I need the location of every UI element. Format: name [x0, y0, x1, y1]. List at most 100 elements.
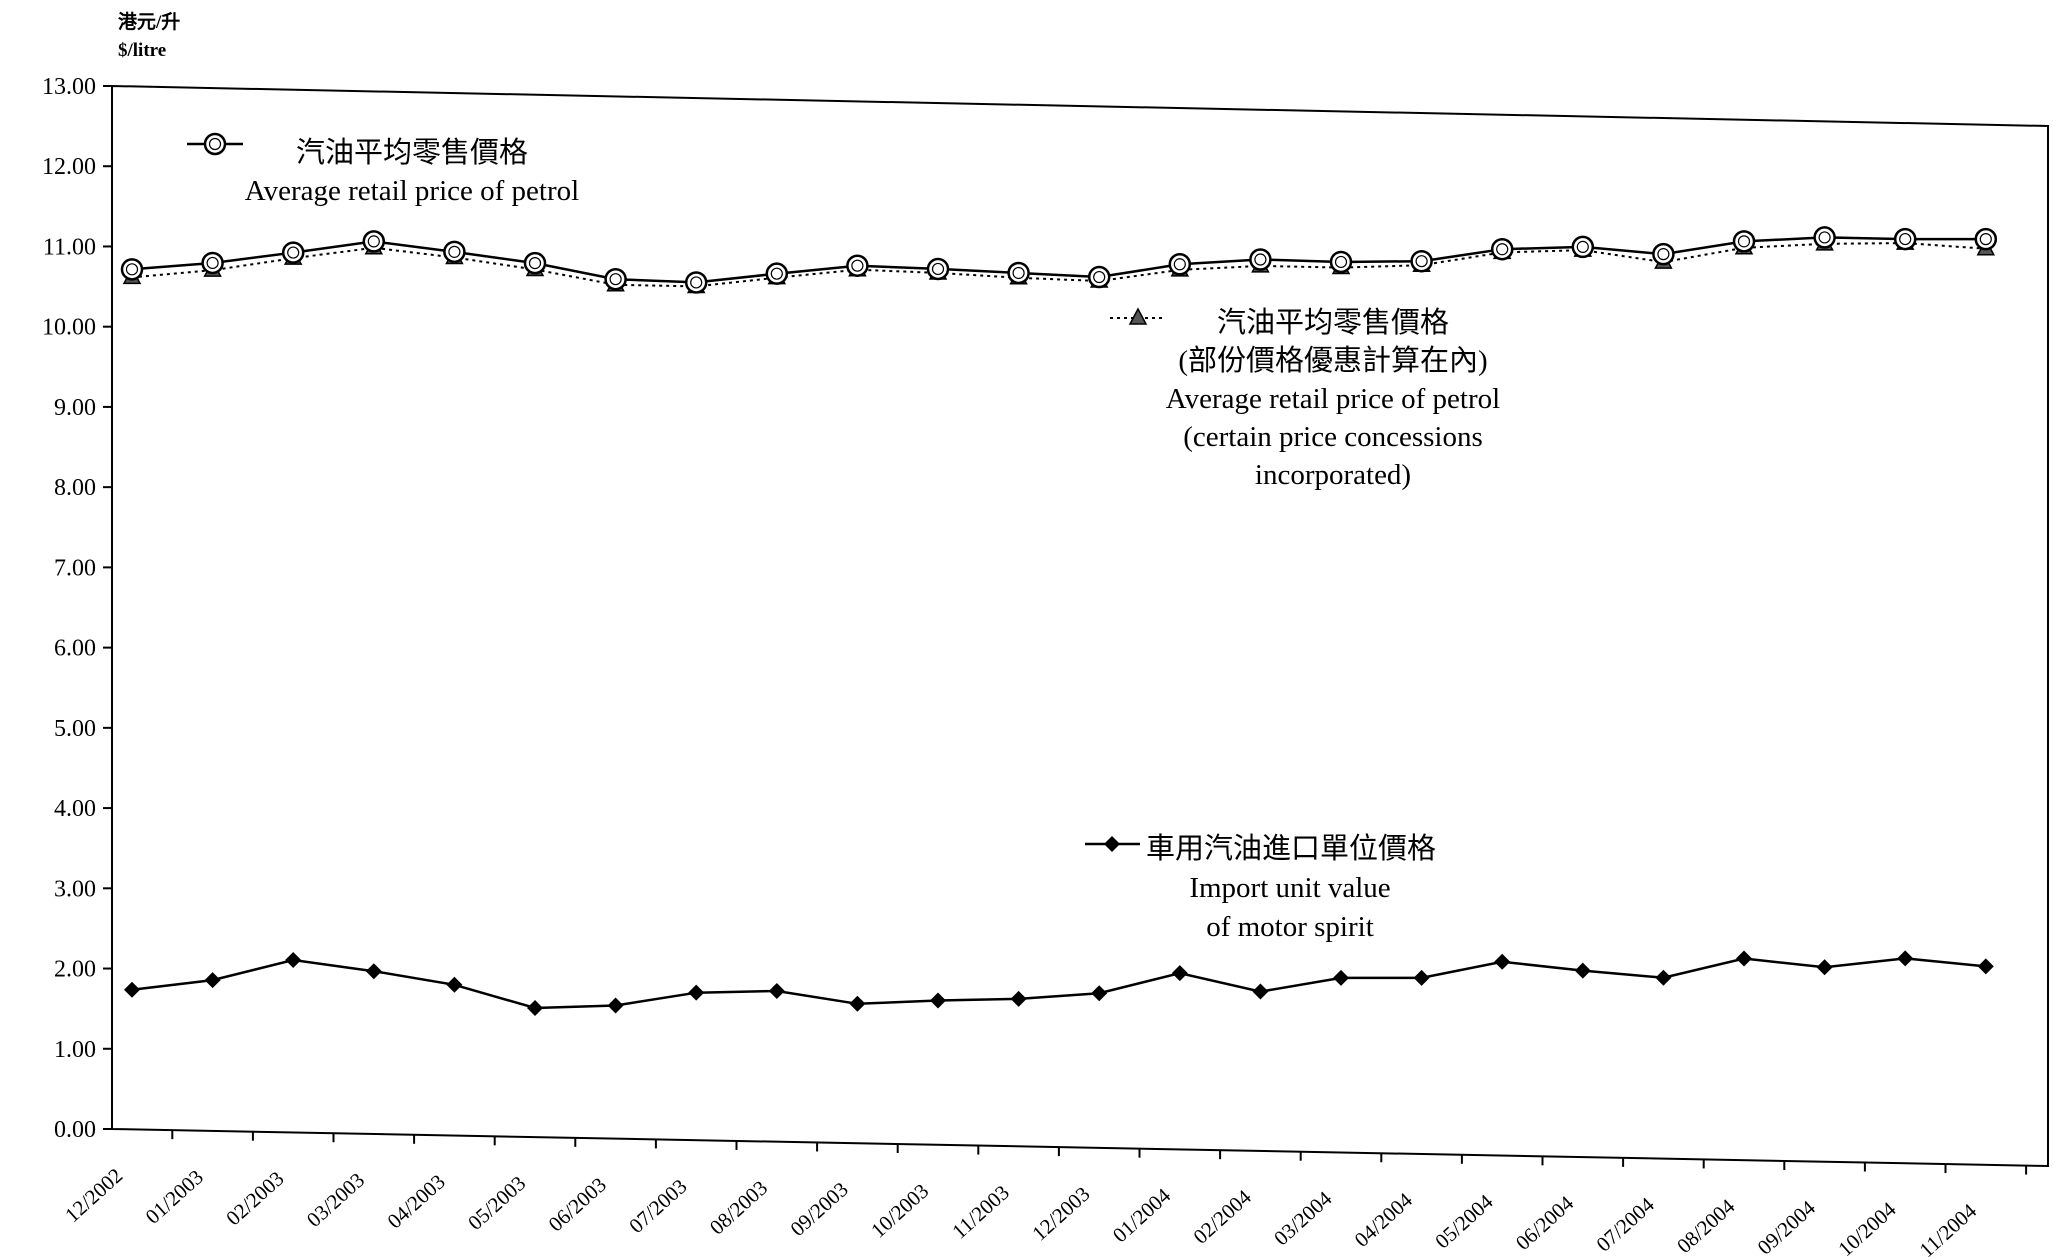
series-retail-point-inner	[690, 276, 703, 289]
series-import-point	[1897, 950, 1914, 967]
y-tick-label: 6.00	[54, 636, 96, 662]
series-retail-point	[1490, 237, 1514, 261]
y-tick-label: 0.00	[54, 1117, 96, 1143]
series-retail	[120, 226, 1998, 294]
series-retail-point-inner	[1415, 255, 1428, 268]
x-tick-label: 10/2004	[1833, 1197, 1901, 1260]
series-retail-point	[120, 258, 144, 281]
x-tick-label: 06/2003	[544, 1173, 611, 1237]
x-tick-label: 07/2004	[1592, 1192, 1660, 1256]
x-tick-label: 05/2003	[463, 1171, 530, 1235]
series-import-point	[1574, 962, 1591, 979]
series-concession	[122, 232, 1996, 294]
unit-label-zh: 港元/升	[118, 11, 180, 33]
legend-label-concession: Average retail price of petrol	[1166, 383, 1500, 415]
series-import-point	[1494, 953, 1511, 970]
series-retail-point-inner	[1576, 240, 1589, 253]
x-tick-label: 06/2004	[1511, 1191, 1579, 1255]
x-tick-label: 01/2003	[141, 1165, 208, 1229]
y-tick-label: 11.00	[43, 234, 96, 260]
series-retail-point-inner	[206, 256, 219, 270]
x-tick-label: 12/2002	[60, 1163, 127, 1227]
series-retail-point-inner	[1254, 253, 1267, 266]
legend-label-retail: 汽油平均零售價格	[296, 136, 528, 169]
series-import-point	[1816, 959, 1833, 976]
series-retail-point-inner	[931, 262, 945, 276]
y-tick-label: 2.00	[54, 957, 96, 983]
y-tick-label: 7.00	[54, 555, 96, 581]
series-retail-point-inner	[1173, 258, 1186, 271]
legend-label-concession: 汽油平均零售價格	[1217, 306, 1449, 339]
legend-label-concession: (部份價格優惠計算在內)	[1178, 344, 1487, 377]
series-retail-point	[926, 257, 950, 281]
series-import	[124, 950, 1994, 1016]
series-retail-point	[1974, 227, 1998, 251]
series-retail-point-inner	[1093, 270, 1106, 284]
y-tick-label: 13.00	[42, 74, 96, 100]
series-retail-point-inner	[287, 246, 300, 259]
series-retail-point	[684, 271, 708, 294]
series-retail-point	[1732, 230, 1756, 253]
series-retail-point	[846, 254, 869, 277]
series-import-point	[930, 992, 946, 1009]
legend: 汽油平均零售價格 Average retail price of petrol 汽油…	[187, 132, 1500, 943]
series-concession-line	[131, 242, 1986, 288]
series-import-point	[1091, 985, 1108, 1002]
legend-swatch-import-marker	[1104, 836, 1120, 852]
series-import-point	[124, 981, 140, 998]
legend-label-import: of motor spirit	[1206, 911, 1374, 943]
series-import-point	[527, 999, 543, 1016]
unit-label-en: $/litre	[118, 40, 166, 61]
series-retail-point	[443, 240, 466, 264]
series-retail-point	[1410, 249, 1433, 273]
series-layer	[120, 226, 1998, 1016]
series-import-point	[1736, 950, 1752, 967]
series-retail-point	[1652, 242, 1675, 266]
series-retail-point	[1813, 226, 1836, 249]
series-import-line	[131, 957, 1986, 1010]
legend-label-concession: incorporated)	[1255, 459, 1411, 491]
series-import-point	[1333, 969, 1349, 986]
x-tick-label: 10/2003	[866, 1179, 933, 1243]
y-tick-label: 9.00	[54, 395, 96, 421]
x-tick-label: 08/2003	[705, 1176, 772, 1240]
series-retail-point-inner	[609, 273, 622, 286]
series-import-point	[1010, 990, 1027, 1007]
x-tick-label: 11/2003	[947, 1180, 1014, 1243]
x-tick-label: 02/2004	[1189, 1184, 1257, 1248]
y-tick-label: 10.00	[42, 315, 96, 341]
legend-swatch-retail-marker-inner	[208, 137, 222, 151]
legend-label-import: Import unit value	[1189, 872, 1390, 904]
y-tick-label: 4.00	[54, 796, 96, 822]
axes	[111, 84, 2049, 1168]
y-tick-label: 3.00	[54, 876, 96, 902]
series-retail-point-inner	[1496, 243, 1509, 256]
series-import-point	[285, 952, 302, 969]
legend-label-import: 車用汽油進口單位價格	[1146, 832, 1436, 865]
series-import-point	[446, 976, 463, 993]
series-retail-line	[131, 236, 1986, 284]
series-retail-point-inner	[448, 245, 461, 258]
x-tick-label: 03/2003	[302, 1168, 369, 1232]
series-retail-point	[1571, 235, 1595, 259]
series-import-point	[849, 995, 866, 1012]
y-tick-label: 12.00	[42, 154, 96, 180]
series-retail-point	[765, 262, 789, 285]
series-retail-point	[1249, 248, 1272, 271]
y-axis-ticks: 0.00 1.00 2.00 3.00 4.00 5.00 6.00 7.00 8.00 9.00…	[42, 74, 112, 1143]
series-retail-point-inner	[1899, 232, 1912, 246]
plot-frame	[111, 84, 2049, 1168]
series-retail-point-inner	[1979, 233, 1992, 246]
series-import-point	[688, 984, 705, 1001]
x-tick-label: 09/2003	[786, 1177, 853, 1241]
series-import-point	[768, 983, 785, 1000]
series-retail-point-inner	[1737, 235, 1751, 248]
series-retail-point-inner	[770, 267, 783, 280]
x-tick-label: 03/2004	[1269, 1186, 1337, 1250]
series-retail-point	[281, 241, 305, 264]
series-retail-point	[201, 251, 224, 275]
series-retail-point-inner	[1657, 248, 1670, 261]
series-import-point	[1655, 969, 1672, 986]
series-retail-point-inner	[528, 257, 542, 270]
